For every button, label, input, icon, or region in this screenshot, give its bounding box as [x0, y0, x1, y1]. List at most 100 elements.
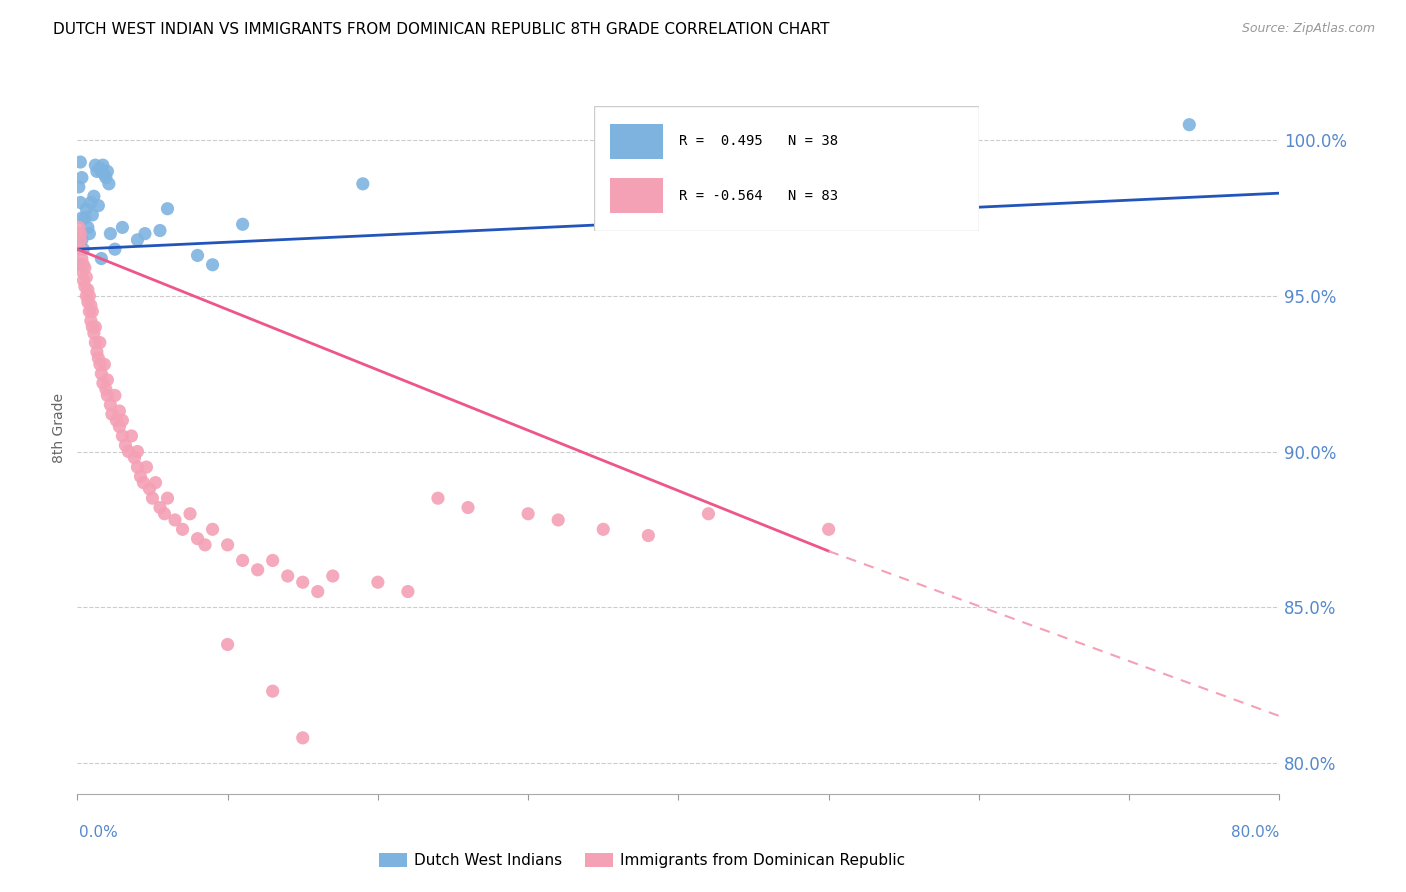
Point	[69, 233, 91, 247]
Point	[127, 444, 149, 458]
Point	[73, 211, 96, 225]
Point	[75, 270, 97, 285]
Legend: Dutch West Indians, Immigrants from Dominican Republic: Dutch West Indians, Immigrants from Domi…	[373, 847, 911, 874]
Point	[592, 522, 614, 536]
Point	[246, 563, 269, 577]
Point	[72, 273, 94, 287]
Point	[69, 258, 91, 272]
Point	[194, 538, 217, 552]
Bar	[610, 124, 664, 159]
Point	[262, 684, 284, 698]
Point	[70, 170, 93, 185]
Point	[93, 357, 115, 371]
Point	[108, 419, 131, 434]
Point	[127, 460, 149, 475]
Point	[187, 248, 209, 262]
Point	[84, 335, 107, 350]
Point	[517, 507, 540, 521]
Point	[172, 522, 194, 536]
Point	[76, 283, 98, 297]
Text: 80.0%: 80.0%	[1232, 825, 1279, 840]
Point	[232, 217, 254, 231]
Point	[291, 575, 314, 590]
Point	[114, 438, 136, 452]
Point	[104, 388, 127, 402]
Point	[100, 398, 122, 412]
Point	[217, 638, 239, 652]
Point	[367, 575, 389, 590]
Point	[89, 335, 111, 350]
Point	[70, 264, 93, 278]
Point	[120, 429, 142, 443]
Point	[89, 161, 111, 176]
Point	[141, 491, 163, 506]
Point	[352, 177, 374, 191]
Point	[80, 298, 103, 312]
Text: R =  0.495   N = 38: R = 0.495 N = 38	[679, 134, 838, 148]
Point	[427, 491, 450, 506]
Point	[637, 528, 659, 542]
Point	[124, 450, 146, 465]
Point	[79, 289, 101, 303]
Point	[91, 376, 114, 390]
Point	[84, 158, 107, 172]
Point	[127, 233, 149, 247]
Point	[76, 220, 98, 235]
Point	[87, 199, 110, 213]
Point	[117, 444, 139, 458]
Point	[108, 404, 131, 418]
Point	[156, 202, 179, 216]
Point	[86, 164, 108, 178]
FancyBboxPatch shape	[595, 106, 979, 231]
Point	[96, 388, 118, 402]
Point	[111, 413, 134, 427]
Point	[104, 242, 127, 256]
Point	[145, 475, 167, 490]
Point	[307, 584, 329, 599]
Point	[291, 731, 314, 745]
Point	[134, 227, 156, 241]
Text: Source: ZipAtlas.com: Source: ZipAtlas.com	[1241, 22, 1375, 36]
Point	[83, 326, 105, 341]
Point	[94, 170, 117, 185]
Point	[89, 357, 111, 371]
Point	[97, 177, 120, 191]
Point	[547, 513, 569, 527]
Point	[82, 208, 104, 222]
Point	[90, 252, 112, 266]
Point	[69, 227, 91, 241]
Point	[149, 223, 172, 237]
Point	[93, 168, 115, 182]
Text: DUTCH WEST INDIAN VS IMMIGRANTS FROM DOMINICAN REPUBLIC 8TH GRADE CORRELATION CH: DUTCH WEST INDIAN VS IMMIGRANTS FROM DOM…	[53, 22, 830, 37]
Point	[69, 195, 91, 210]
Point	[83, 189, 105, 203]
Point	[163, 513, 186, 527]
Point	[100, 227, 122, 241]
Point	[94, 382, 117, 396]
Point	[111, 220, 134, 235]
Point	[75, 289, 97, 303]
Point	[277, 569, 299, 583]
Point	[80, 314, 103, 328]
Point	[105, 413, 128, 427]
Point	[149, 500, 172, 515]
Point	[217, 538, 239, 552]
Point	[73, 260, 96, 275]
Point	[79, 304, 101, 318]
Point	[156, 491, 179, 506]
Point	[111, 429, 134, 443]
Point	[1178, 118, 1201, 132]
Text: 0.0%: 0.0%	[79, 825, 118, 840]
Point	[67, 220, 90, 235]
Point	[70, 252, 93, 266]
Point	[67, 180, 90, 194]
Point	[697, 507, 720, 521]
Point	[153, 507, 176, 521]
Point	[129, 469, 152, 483]
Point	[80, 195, 103, 210]
Point	[70, 211, 93, 225]
Point	[76, 295, 98, 310]
Point	[179, 507, 201, 521]
Point	[91, 158, 114, 172]
Point	[86, 345, 108, 359]
